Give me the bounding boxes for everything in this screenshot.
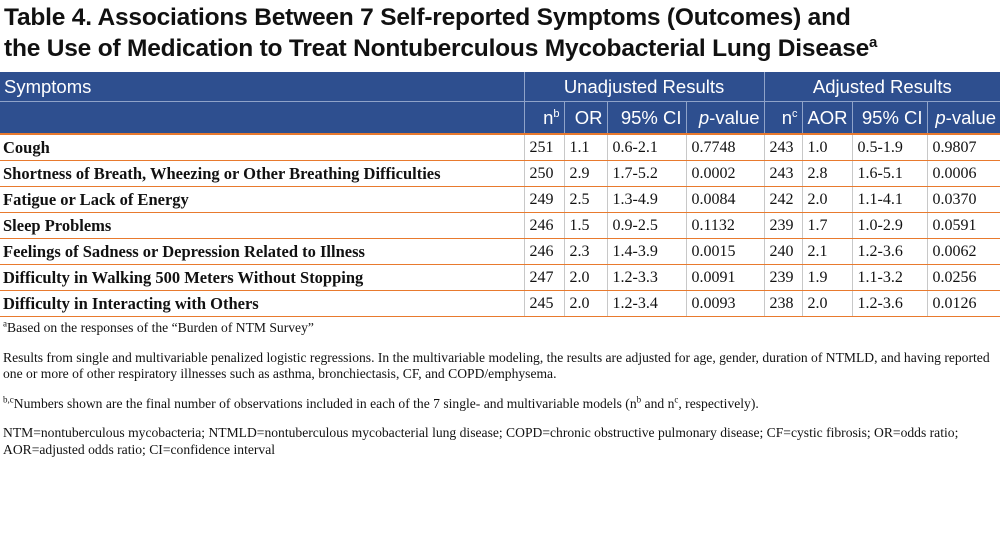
table-row: Fatigue or Lack of Energy 249 2.5 1.3-4.… (0, 186, 1000, 213)
symptom-cell: Cough (0, 133, 524, 161)
header-p-adjusted: p-value (926, 101, 1000, 134)
n-unadjusted-cell: 251 (523, 133, 564, 161)
n-unadjusted-cell: 247 (523, 264, 564, 291)
header-n-adjusted: nc (763, 101, 803, 134)
footnote-a: aBased on the responses of the “Burden o… (3, 318, 314, 335)
aor-cell: 1.0 (801, 133, 853, 161)
p-adjusted-cell: 0.0591 (926, 212, 1000, 239)
symptom-cell: Difficulty in Interacting with Others (0, 290, 524, 317)
table-row: Difficulty in Interacting with Others 24… (0, 290, 1000, 317)
ci-adjusted-cell: 1.1-4.1 (851, 186, 928, 213)
table-row: Difficulty in Walking 500 Meters Without… (0, 264, 1000, 291)
n-adjusted-cell: 238 (763, 290, 803, 317)
p-unadjusted-cell: 0.0084 (685, 186, 765, 213)
p-unadjusted-cell: 0.0091 (685, 264, 765, 291)
ci-adjusted-cell: 1.6-5.1 (851, 160, 928, 187)
footnote-abbreviations: NTM=nontuberculous mycobacteria; NTMLD=n… (3, 425, 959, 457)
aor-cell: 1.9 (801, 264, 853, 291)
ci-adjusted-cell: 1.1-3.2 (851, 264, 928, 291)
header-ci-unadjusted: 95% CI (606, 101, 686, 134)
p-adjusted-cell: 0.0006 (926, 160, 1000, 187)
or-cell: 2.9 (563, 160, 607, 187)
symptom-cell: Shortness of Breath, Wheezing or Other B… (0, 160, 524, 187)
p-unadjusted-cell: 0.7748 (685, 133, 765, 161)
ci-adjusted-cell: 1.2-3.6 (851, 290, 928, 317)
symptom-cell: Fatigue or Lack of Energy (0, 186, 524, 213)
title-line-2: the Use of Medication to Treat Nontuberc… (4, 35, 870, 62)
or-cell: 2.0 (563, 290, 607, 317)
table-title: Table 4. Associations Between 7 Self-rep… (4, 2, 994, 64)
ci-adjusted-cell: 1.2-3.6 (851, 238, 928, 265)
n-unadjusted-cell: 246 (523, 212, 564, 239)
n-adjusted-cell: 242 (763, 186, 803, 213)
header-row-columns: nb OR 95% CI p-value nc AOR 95% CI p-val… (0, 101, 1000, 134)
header-blank (0, 101, 524, 134)
footnote-results: Results from single and multivariable pe… (3, 349, 990, 382)
aor-cell: 2.0 (801, 186, 853, 213)
table-footnotes: aBased on the responses of the “Burden o… (3, 318, 993, 471)
p-unadjusted-cell: 0.0093 (685, 290, 765, 317)
table-row: Cough 251 1.1 0.6-2.1 0.7748 243 1.0 0.5… (0, 133, 1000, 161)
ci-adjusted-cell: 1.0-2.9 (851, 212, 928, 239)
n-adjusted-cell: 240 (763, 238, 803, 265)
footnote-bc: b,cNumbers shown are the final number of… (3, 393, 759, 411)
n-unadjusted-cell: 245 (523, 290, 564, 317)
symptom-cell: Feelings of Sadness or Depression Relate… (0, 238, 524, 265)
header-ci-adjusted: 95% CI (851, 101, 928, 134)
header-row-groups: Symptoms Unadjusted Results Adjusted Res… (0, 72, 1000, 102)
title-superscript: a (869, 33, 878, 51)
p-unadjusted-cell: 0.0015 (685, 238, 765, 265)
p-adjusted-cell: 0.0370 (926, 186, 1000, 213)
aor-cell: 2.0 (801, 290, 853, 317)
p-adjusted-cell: 0.0062 (926, 238, 1000, 265)
header-or: OR (563, 101, 607, 134)
ci-unadjusted-cell: 1.2-3.4 (606, 290, 686, 317)
ci-unadjusted-cell: 0.6-2.1 (606, 133, 686, 161)
symptom-cell: Sleep Problems (0, 212, 524, 239)
p-adjusted-cell: 0.9807 (926, 133, 1000, 161)
ci-unadjusted-cell: 1.2-3.3 (606, 264, 686, 291)
n-adjusted-cell: 239 (763, 264, 803, 291)
n-adjusted-cell: 239 (763, 212, 803, 239)
header-symptoms: Symptoms (0, 72, 524, 102)
header-n-unadjusted: nb (523, 101, 564, 134)
aor-cell: 1.7 (801, 212, 853, 239)
n-unadjusted-cell: 249 (523, 186, 564, 213)
p-adjusted-cell: 0.0256 (926, 264, 1000, 291)
ci-unadjusted-cell: 1.7-5.2 (606, 160, 686, 187)
or-cell: 2.5 (563, 186, 607, 213)
header-p-unadjusted: p-value (685, 101, 765, 134)
p-adjusted-cell: 0.0126 (926, 290, 1000, 317)
aor-cell: 2.1 (801, 238, 853, 265)
p-unadjusted-cell: 0.0002 (685, 160, 765, 187)
ci-unadjusted-cell: 1.4-3.9 (606, 238, 686, 265)
or-cell: 1.1 (563, 133, 607, 161)
header-adjusted: Adjusted Results (763, 72, 1000, 102)
ci-unadjusted-cell: 0.9-2.5 (606, 212, 686, 239)
symptoms-table: Symptoms Unadjusted Results Adjusted Res… (0, 72, 1000, 317)
n-adjusted-cell: 243 (763, 133, 803, 161)
table-row: Sleep Problems 246 1.5 0.9-2.5 0.1132 23… (0, 212, 1000, 239)
p-unadjusted-cell: 0.1132 (685, 212, 765, 239)
aor-cell: 2.8 (801, 160, 853, 187)
or-cell: 2.0 (563, 264, 607, 291)
n-adjusted-cell: 243 (763, 160, 803, 187)
ci-unadjusted-cell: 1.3-4.9 (606, 186, 686, 213)
symptom-cell: Difficulty in Walking 500 Meters Without… (0, 264, 524, 291)
or-cell: 1.5 (563, 212, 607, 239)
ci-adjusted-cell: 0.5-1.9 (851, 133, 928, 161)
or-cell: 2.3 (563, 238, 607, 265)
n-unadjusted-cell: 246 (523, 238, 564, 265)
title-line-1: Table 4. Associations Between 7 Self-rep… (4, 4, 851, 31)
header-unadjusted: Unadjusted Results (523, 72, 765, 102)
table-row: Feelings of Sadness or Depression Relate… (0, 238, 1000, 265)
table-row: Shortness of Breath, Wheezing or Other B… (0, 160, 1000, 187)
n-unadjusted-cell: 250 (523, 160, 564, 187)
header-aor: AOR (801, 101, 853, 134)
